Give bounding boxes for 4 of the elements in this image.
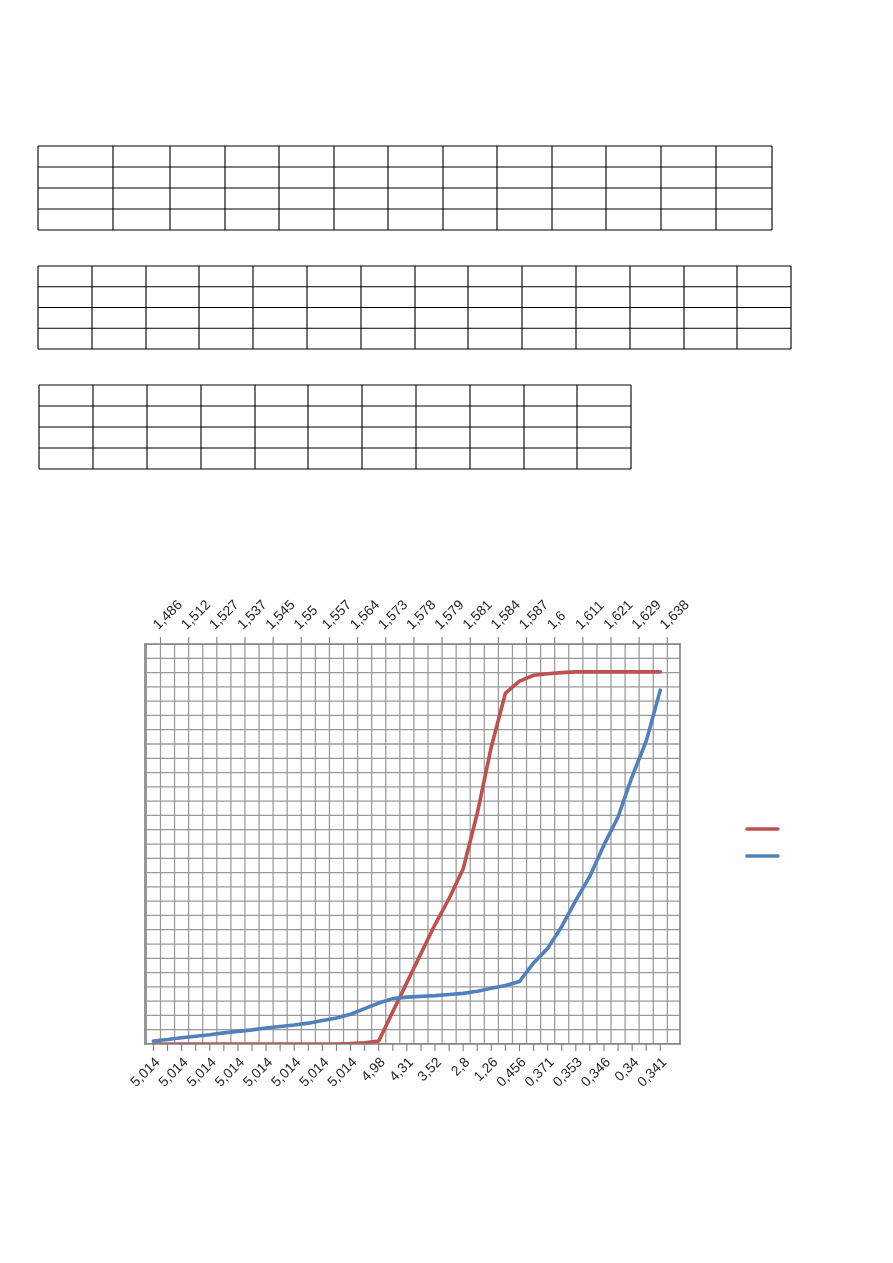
x-tick-label: 4,98 (360, 1056, 387, 1084)
x-tick-label: 4,31 (388, 1056, 415, 1084)
text: 1,6 (546, 610, 568, 631)
x-tick-label: 2,8 (450, 1056, 472, 1078)
